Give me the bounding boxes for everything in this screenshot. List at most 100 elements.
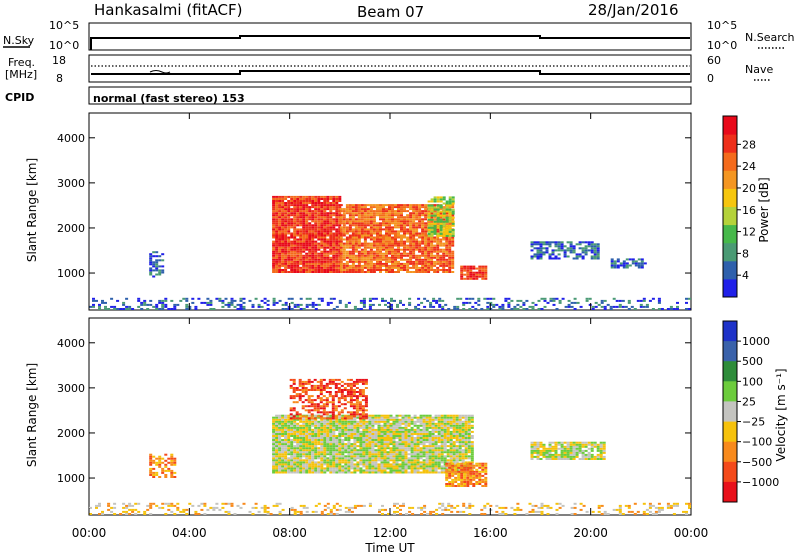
data-cell: [557, 253, 561, 256]
data-cell: [412, 230, 416, 233]
data-cell: [335, 248, 339, 251]
data-cell: [332, 471, 336, 474]
data-cell: [388, 214, 391, 217]
data-cell: [385, 232, 388, 235]
data-cell: [161, 461, 165, 464]
data-cell: [353, 437, 357, 439]
data-cell: [372, 222, 376, 225]
data-cell: [376, 210, 379, 213]
data-cell: [513, 305, 517, 308]
data-cell: [329, 238, 333, 241]
data-cell: [645, 305, 649, 308]
data-cell: [302, 244, 306, 247]
data-cell: [293, 428, 297, 431]
data-cell: [434, 443, 438, 446]
data-cell: [287, 469, 291, 472]
data-cell: [415, 222, 419, 225]
data-cell: [442, 258, 446, 261]
data-cell: [272, 228, 276, 231]
data-cell: [281, 216, 285, 219]
data-cell: [332, 445, 336, 448]
data-cell: [380, 447, 384, 450]
data-cell: [335, 254, 339, 257]
data-cell: [398, 447, 402, 450]
data-cell: [531, 308, 535, 310]
data-cell: [404, 467, 408, 470]
data-cell: [329, 252, 333, 255]
data-cell: [366, 218, 370, 221]
data-cell: [345, 218, 349, 221]
data-cell: [281, 250, 285, 253]
data-cell: [335, 250, 339, 253]
data-cell: [161, 271, 165, 274]
data-cell: [419, 467, 423, 470]
data-cell: [161, 305, 165, 308]
data-cell: [449, 445, 453, 448]
data-cell: [448, 240, 452, 243]
data-cell: [412, 238, 416, 241]
data-cell: [342, 232, 346, 235]
data-cell: [326, 204, 330, 207]
data-cell: [317, 416, 321, 419]
data-cell: [394, 218, 397, 221]
data-cell: [278, 461, 282, 464]
data-cell: [302, 447, 306, 450]
data-cell: [149, 273, 153, 276]
data-cell: [149, 455, 153, 458]
data-cell: [317, 435, 321, 437]
data-cell: [227, 301, 231, 304]
data-cell: [585, 299, 589, 302]
data-cell: [287, 252, 291, 255]
data-cell: [317, 455, 321, 458]
data-cell: [305, 254, 309, 257]
data-cell: [272, 433, 276, 435]
data-cell: [385, 258, 388, 261]
data-cell: [308, 414, 312, 417]
data-cell: [379, 244, 382, 247]
data-cell: [415, 230, 419, 233]
data-cell: [125, 504, 129, 507]
data-cell: [351, 260, 355, 263]
data-cell: [317, 226, 321, 229]
data-cell: [299, 439, 303, 441]
data-cell: [439, 228, 443, 231]
data-cell: [287, 471, 291, 474]
data-cell: [149, 271, 153, 274]
data-cell: [372, 242, 376, 245]
data-cell: [492, 297, 496, 300]
data-cell: [329, 437, 333, 439]
data-cell: [388, 222, 391, 225]
data-cell: [92, 303, 95, 306]
data-cell: [427, 232, 431, 235]
data-cell: [356, 457, 360, 460]
data-cell: [362, 471, 366, 474]
data-cell: [407, 459, 411, 462]
data-cell: [284, 258, 288, 261]
data-cell: [448, 230, 452, 233]
data-cell: [369, 248, 373, 251]
data-cell: [287, 195, 291, 198]
data-cell: [293, 457, 297, 460]
data-cell: [347, 445, 351, 448]
data-cell: [466, 265, 470, 268]
data-cell: [296, 256, 300, 259]
data-cell: [293, 508, 297, 511]
data-cell: [436, 266, 440, 269]
data-cell: [323, 459, 327, 462]
data-cell: [305, 202, 309, 204]
data-cell: [445, 206, 449, 209]
data-cell: [287, 426, 291, 429]
data-cell: [412, 214, 416, 217]
data-cell: [338, 455, 342, 458]
data-cell: [430, 212, 434, 215]
data-cell: [369, 220, 373, 223]
data-cell: [380, 435, 384, 437]
data-cell: [317, 256, 321, 259]
data-cell: [281, 228, 285, 231]
data-cell: [335, 449, 339, 452]
data-cell: [460, 267, 464, 270]
data-cell: [401, 459, 405, 462]
data-cell: [360, 258, 364, 261]
data-cell: [317, 252, 321, 255]
data-cell: [305, 228, 309, 231]
